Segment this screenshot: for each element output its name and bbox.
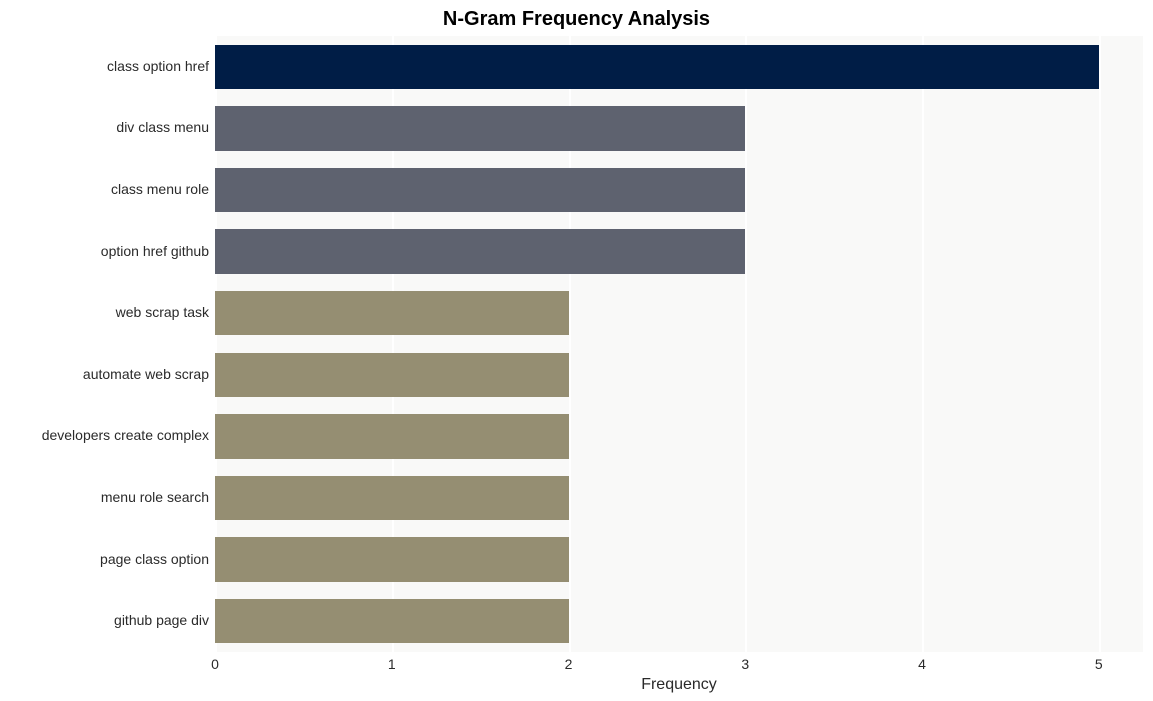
bar [215,599,569,643]
ngram-chart: N-Gram Frequency Analysis Frequency 0 1 2 3… [0,0,1153,701]
bar [215,476,569,520]
grid-line [1099,36,1101,652]
x-tick-label: 1 [388,656,396,672]
plot-area [215,36,1143,652]
bar [215,45,1099,89]
chart-title: N-Gram Frequency Analysis [0,8,1153,31]
y-category-label: github page div [114,612,209,628]
y-category-label: class option href [107,58,209,74]
bar [215,537,569,581]
bar [215,229,745,273]
bar [215,291,569,335]
x-tick-label: 2 [565,656,573,672]
y-category-label: menu role search [101,489,209,505]
y-category-label: developers create complex [42,427,209,443]
bar [215,414,569,458]
y-category-label: web scrap task [116,304,209,320]
grid-line [922,36,924,652]
x-tick-label: 4 [918,656,926,672]
x-axis-label: Frequency [215,676,1143,694]
y-category-label: automate web scrap [83,366,209,382]
bar [215,353,569,397]
bar [215,168,745,212]
grid-line [745,36,747,652]
y-category-label: page class option [100,551,209,567]
bar [215,106,745,150]
x-tick-label: 3 [741,656,749,672]
x-tick-label: 5 [1095,656,1103,672]
x-tick-label: 0 [211,656,219,672]
y-category-label: class menu role [111,181,209,197]
y-category-label: div class menu [116,119,209,135]
y-category-label: option href github [101,243,209,259]
